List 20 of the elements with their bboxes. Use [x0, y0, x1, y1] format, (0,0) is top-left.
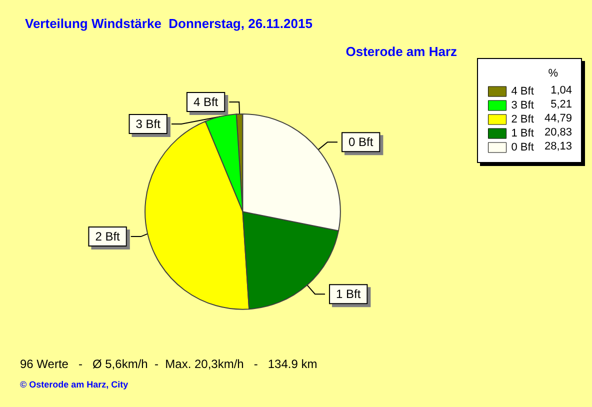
data-label: 5,21: [550, 98, 572, 110]
text: 96 Werte - Ø 5,6km/h - Max. 20,3km/h - 134.9 km: [20, 357, 318, 371]
legend-label: 1 Bft: [511, 128, 534, 140]
text: © Osterode am Harz, City: [20, 380, 128, 390]
data-label: 1,04: [550, 84, 572, 96]
slice-label: 4 Bft: [193, 95, 219, 110]
slice-label: 0 Bft: [348, 135, 374, 150]
legend-label: 3 Bft: [511, 100, 534, 112]
slice-label: 1 Bft: [336, 287, 362, 302]
data-label: 28,13: [544, 140, 572, 152]
data-label: 20,83: [544, 126, 572, 138]
legend-label: 2 Bft: [511, 114, 534, 126]
data-label: 44,79: [544, 112, 572, 124]
legend-label: 0 Bft: [511, 142, 534, 154]
slice-label: 2 Bft: [95, 230, 121, 244]
chart-title: Verteilung Windstärke Donnerstag, 26.11.2015: [25, 16, 312, 31]
slice-label: 3 Bft: [136, 117, 162, 132]
legend-label: 4 Bft: [511, 86, 534, 98]
legend-title: %: [548, 68, 558, 80]
chart-subtitle: Osterode am Harz: [346, 44, 458, 59]
